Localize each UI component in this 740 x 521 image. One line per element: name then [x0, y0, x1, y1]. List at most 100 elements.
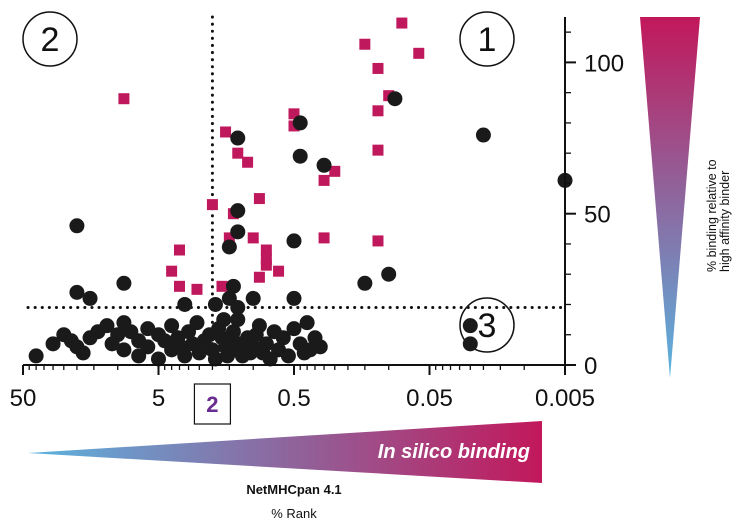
square-point [318, 174, 330, 186]
circle-point [177, 348, 193, 364]
x-tick-label: 50 [10, 385, 37, 412]
square-point [206, 199, 218, 211]
square-point [288, 108, 300, 120]
circle-point [110, 327, 126, 343]
circle-point [292, 115, 308, 131]
circle-point [230, 300, 246, 316]
x-threshold-tick-box [193, 383, 232, 425]
circle-point [387, 91, 403, 107]
circle-point [221, 239, 237, 255]
square-point [260, 244, 272, 256]
square-point [173, 244, 185, 256]
circle-point [131, 348, 147, 364]
region-1-label: 1 [478, 21, 497, 59]
square-point [260, 253, 272, 265]
circle-point [357, 275, 373, 291]
circle-point [258, 336, 274, 352]
y-tick-label: 100 [584, 50, 624, 77]
x-tick-label: 0.005 [535, 385, 595, 412]
region-3-label: 3 [478, 307, 497, 345]
square-point [247, 232, 259, 244]
square-point [191, 283, 203, 295]
square-point [273, 265, 285, 277]
circle-point [191, 345, 207, 361]
circle-point [75, 345, 91, 361]
x-axis-label-title: NetMHCpan 4.1 [246, 482, 341, 497]
y-tick-label: 0 [584, 353, 597, 380]
circle-point [207, 351, 223, 367]
circle-point [69, 284, 85, 300]
x-threshold-tick-label: 2 [206, 392, 218, 417]
square-point [413, 47, 425, 59]
circle-point [225, 278, 241, 294]
circle-point [230, 130, 246, 146]
square-point [372, 62, 384, 74]
circle-point [45, 336, 61, 352]
square-point [372, 144, 384, 156]
square-point [329, 165, 341, 177]
x-gradient-label: In silico binding [378, 441, 530, 463]
circle-point [381, 266, 397, 282]
circle-point [286, 290, 302, 306]
data-points [28, 17, 573, 367]
circle-point [230, 312, 246, 328]
region-2-label: 2 [41, 21, 60, 59]
circle-point [230, 203, 246, 219]
circle-point [251, 318, 267, 334]
region-3-circle [459, 297, 515, 353]
circle-point [207, 296, 223, 312]
y-gradient-wedge [640, 17, 700, 378]
circle-point [82, 290, 98, 306]
square-point [372, 105, 384, 117]
x-gradient-wedge [28, 421, 542, 483]
circle-point [151, 351, 166, 367]
y-gradient-bar: % binding relative to high affinity bind… [640, 17, 732, 378]
square-point [253, 193, 265, 205]
circle-point [116, 275, 132, 291]
square-point [216, 280, 228, 292]
square-point [396, 17, 408, 29]
square-point [318, 232, 330, 244]
circle-point [462, 336, 478, 352]
circle-point [275, 330, 291, 346]
circle-point [225, 324, 241, 340]
x-axis-label-unit: % Rank [271, 506, 317, 521]
x-gradient-bar: In silico binding [28, 421, 542, 483]
circle-point [296, 345, 312, 361]
circle-point [28, 348, 44, 364]
region-labels: 2 1 3 [22, 11, 515, 353]
x-tick-label: 5 [152, 385, 165, 412]
circle-point [286, 233, 302, 249]
circle-point [69, 218, 85, 234]
square-point [118, 93, 130, 105]
y-axis-label-line2: high affinity binder [718, 171, 732, 272]
square-point [166, 265, 178, 277]
circle-point [140, 339, 156, 355]
circle-point [299, 315, 315, 331]
circle-point [292, 148, 308, 164]
square-point [223, 232, 235, 244]
region-1-circle [459, 11, 515, 67]
square-point [242, 156, 254, 168]
circle-point [286, 321, 302, 337]
circle-point [116, 342, 132, 358]
y-axis-label-line1: % binding relative to [705, 159, 719, 272]
square-point [253, 271, 265, 283]
y-tick-label: 50 [584, 202, 611, 229]
circle-point [216, 312, 232, 328]
circle-point [316, 157, 332, 173]
circle-point [164, 318, 180, 334]
square-point [359, 38, 371, 50]
circle-point [99, 318, 115, 334]
square-point [220, 126, 232, 138]
circle-point [230, 224, 246, 240]
square-point [372, 235, 384, 247]
circle-point [189, 315, 205, 331]
axes: 50 5 0.5 0.05 0.005 2 0 50 100 [10, 17, 624, 425]
square-point [173, 280, 185, 292]
circle-point [177, 296, 193, 312]
circle-point [462, 318, 478, 334]
x-tick-label: 0.05 [406, 385, 453, 412]
circle-point [245, 290, 261, 306]
